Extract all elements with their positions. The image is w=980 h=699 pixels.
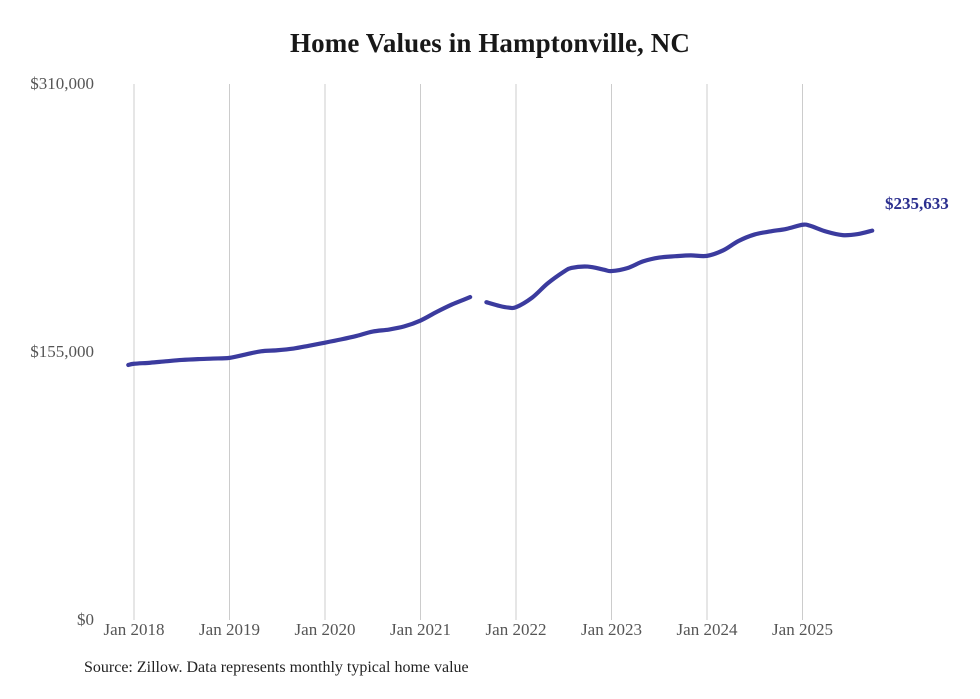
- series-line-group: [126, 222, 875, 368]
- series-line-0-segment-1: [484, 222, 875, 311]
- x-axis-tick-2: Jan 2020: [294, 620, 356, 639]
- series-line-0-segment-0: [126, 294, 473, 368]
- x-axis-tick-4: Jan 2022: [485, 620, 547, 639]
- y-axis-tick-top: $310,000: [30, 74, 94, 93]
- y-axis-tick-mid: $155,000: [30, 342, 94, 361]
- x-axis-tick-3: Jan 2021: [390, 620, 451, 639]
- chart-title: Home Values in Hamptonville, NC: [290, 28, 690, 58]
- end-value-label: $235,633: [885, 194, 949, 213]
- x-axis-tick-1: Jan 2019: [199, 620, 260, 639]
- y-axis-tick-zero: $0: [77, 610, 94, 629]
- gridlines-group: [133, 84, 803, 620]
- x-axis-tick-0: Jan 2018: [103, 620, 165, 639]
- x-axis-tick-7: Jan 2025: [772, 620, 833, 639]
- x-axis-tick-6: Jan 2024: [676, 620, 738, 639]
- source-note: Source: Zillow. Data represents monthly …: [84, 659, 469, 676]
- x-axis-tick-5: Jan 2023: [581, 620, 642, 639]
